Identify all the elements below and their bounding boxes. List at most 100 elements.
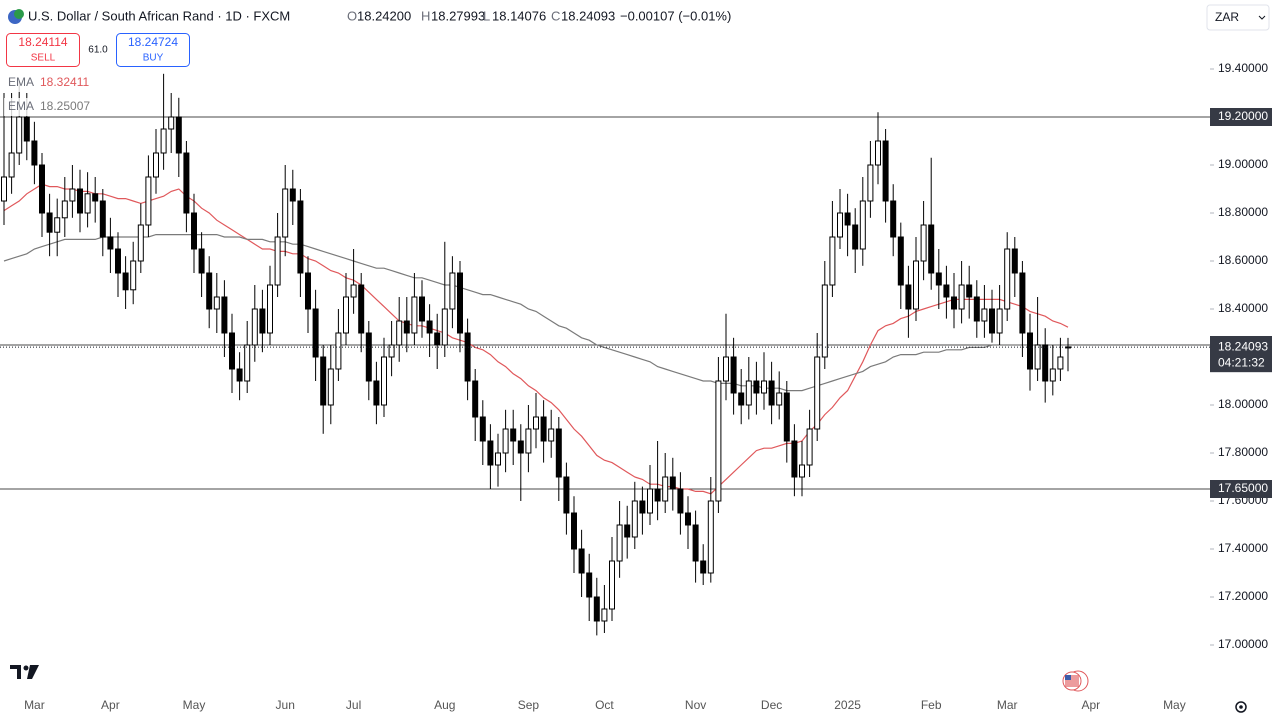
candle-body	[84, 193, 91, 214]
candle-body	[540, 416, 547, 442]
x-tick-label: Mar	[24, 698, 45, 712]
candle-body	[320, 356, 327, 406]
candle-body	[419, 296, 425, 322]
currency[interactable]: ZAR	[1215, 10, 1239, 24]
candle-body	[913, 260, 919, 310]
candle-body	[434, 332, 441, 346]
candle-body	[677, 488, 684, 514]
settings-icon[interactable]	[1235, 701, 1247, 713]
candle-body	[99, 200, 106, 238]
sell-label[interactable]: SELL	[31, 53, 56, 64]
ohlc-letter: L	[483, 8, 490, 23]
ema-line	[3, 183, 1069, 495]
candle-body	[844, 212, 851, 226]
candle-body	[806, 428, 813, 466]
candle-body	[1011, 248, 1018, 274]
y-tick-label: 19.00000	[1218, 157, 1268, 171]
candle-body	[966, 284, 973, 298]
currency-select[interactable]: ZAR	[1206, 4, 1270, 31]
candle-body	[92, 193, 99, 202]
candle-body	[115, 248, 121, 274]
candle-body	[996, 308, 1003, 334]
x-tick-label: Mar	[997, 698, 1018, 712]
candle-body	[198, 248, 205, 274]
candle-body	[715, 380, 722, 502]
candle-body	[928, 224, 935, 274]
candle-body	[251, 308, 258, 346]
countdown: 04:21:32	[1218, 355, 1265, 369]
candle-body	[525, 428, 532, 454]
candle-body	[882, 140, 889, 202]
candle-body	[282, 188, 289, 238]
candle-body	[229, 332, 235, 370]
legend-name: EMA	[8, 99, 34, 113]
x-tick-label: Apr	[101, 698, 120, 712]
candle-body	[791, 440, 798, 478]
buy-label[interactable]: BUY	[143, 53, 164, 64]
candle-body	[1019, 272, 1026, 334]
flag-icon[interactable]	[1062, 670, 1089, 692]
candle-body	[555, 428, 562, 478]
buy-price[interactable]: 18.24724	[128, 35, 178, 49]
symbol-title: U.S. Dollar / South African Rand · 1D · …	[28, 8, 290, 23]
ohlc-letter: C	[551, 8, 560, 23]
candle-body	[350, 284, 357, 298]
candle-body	[122, 272, 129, 291]
candle-body	[381, 356, 387, 406]
candle-body	[1049, 368, 1056, 382]
sell-price[interactable]: 18.24114	[18, 35, 67, 49]
candle-body	[206, 272, 213, 310]
candle-body	[365, 332, 372, 382]
candle-body	[358, 284, 365, 334]
candle-body	[563, 476, 570, 514]
y-tick-label: 17.00000	[1218, 637, 1268, 651]
candle-body	[502, 428, 509, 454]
candle-body	[8, 152, 15, 178]
candle-body	[730, 356, 737, 394]
ohlc-letter: O	[347, 8, 357, 23]
sell-button[interactable]: 18.24114 SELL	[6, 33, 80, 67]
candle-body	[989, 308, 995, 334]
candle-body	[593, 596, 600, 622]
candle-body	[875, 140, 881, 166]
candle-body	[373, 380, 380, 406]
candle-body	[707, 500, 714, 574]
candle-body	[647, 488, 653, 514]
candle-body	[578, 548, 585, 574]
spread: 61.0	[88, 45, 108, 56]
candle-body	[16, 116, 23, 154]
y-tick-label: 17.40000	[1218, 541, 1268, 555]
candle-body	[609, 560, 615, 610]
legend-value: 18.25007	[40, 99, 90, 113]
x-tick-label: Aug	[434, 698, 455, 712]
candle-body	[464, 332, 471, 382]
candle-body	[662, 476, 669, 502]
candle-body	[517, 440, 524, 454]
candle-body	[130, 260, 137, 291]
change: −0.00107 (−0.01%)	[620, 8, 731, 23]
x-tick-label: 2025	[834, 698, 861, 712]
candle-body	[23, 116, 30, 142]
candle-body	[312, 308, 319, 358]
ohlc-value: 18.24093	[561, 8, 615, 23]
legend-value: 18.32411	[40, 75, 89, 89]
candle-body	[236, 368, 243, 382]
y-tick-label: 18.60000	[1218, 253, 1268, 267]
candle-body	[426, 320, 433, 334]
candle-body	[479, 416, 486, 442]
candle-body	[533, 416, 539, 430]
buy-button[interactable]: 18.24724 BUY	[116, 33, 190, 67]
candle-body	[981, 308, 988, 322]
candle-body	[776, 392, 783, 406]
ohlc-value: 18.27993	[431, 8, 485, 23]
candle-body	[753, 380, 760, 394]
candle-body	[768, 380, 775, 406]
candle-body	[191, 212, 197, 250]
symbol-icon	[8, 9, 24, 24]
candle-body	[943, 284, 950, 298]
candle-body	[586, 572, 593, 598]
candle-body	[685, 512, 691, 526]
plot-area: 17.0000017.2000017.4000017.6000017.80000…	[0, 61, 1272, 712]
level-label: 19.20000	[1218, 109, 1268, 123]
y-tick-label: 19.40000	[1218, 61, 1268, 75]
